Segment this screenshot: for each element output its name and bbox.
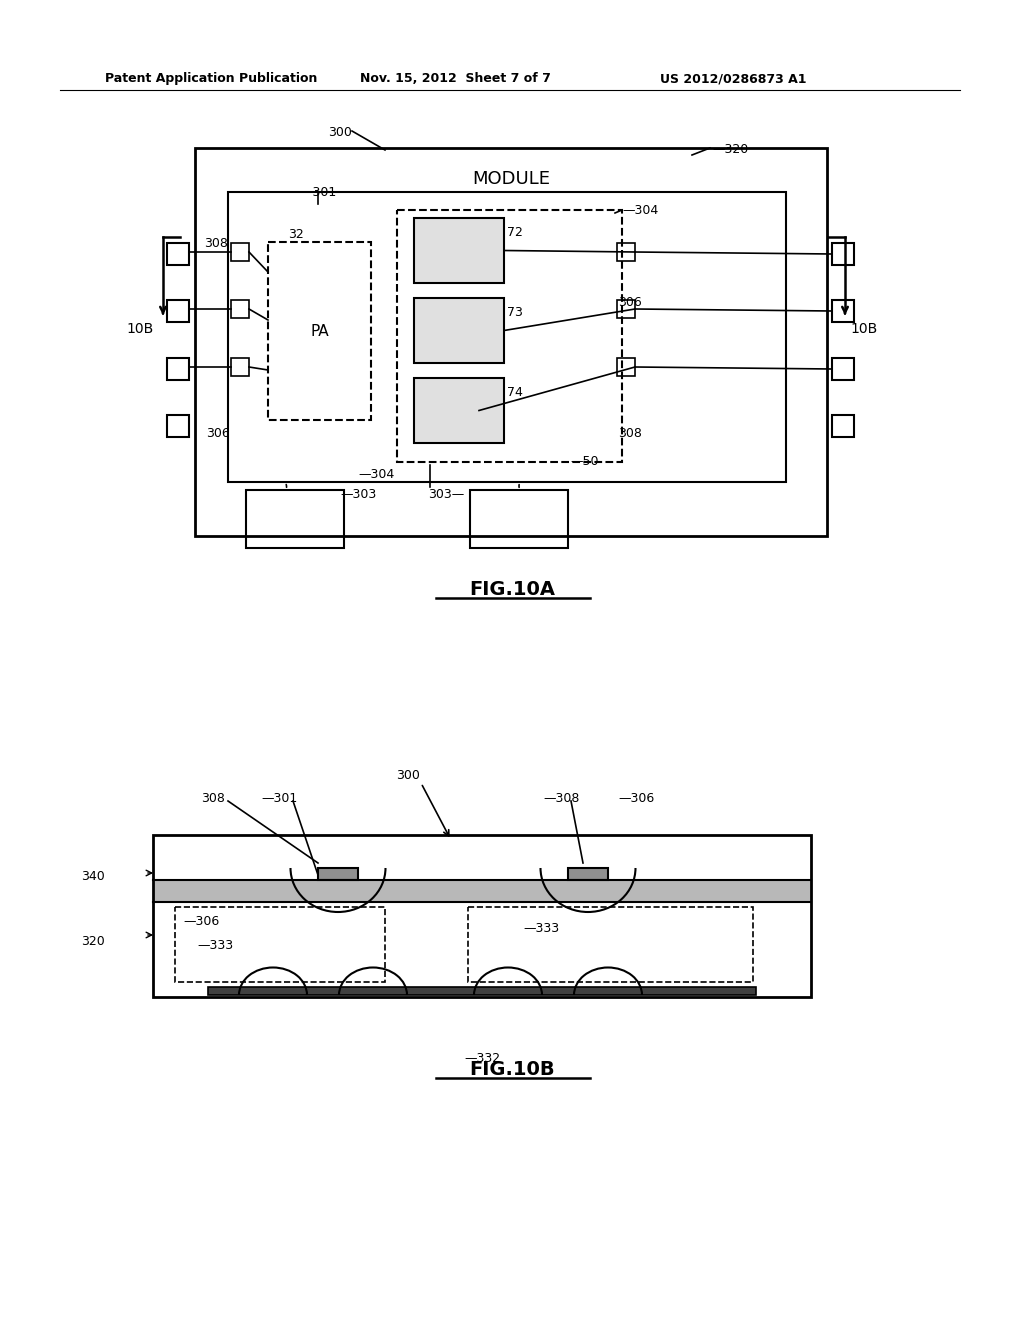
- Bar: [414, 218, 504, 282]
- Bar: [167, 243, 189, 265]
- Bar: [167, 358, 189, 380]
- Bar: [470, 490, 568, 548]
- Bar: [175, 907, 385, 982]
- Bar: [246, 490, 344, 548]
- Text: PA: PA: [310, 323, 329, 338]
- Text: 306: 306: [618, 296, 642, 309]
- Text: 308: 308: [204, 238, 228, 249]
- Bar: [414, 298, 504, 363]
- Bar: [617, 243, 635, 261]
- Text: 300: 300: [396, 770, 420, 781]
- Bar: [228, 191, 786, 482]
- Text: —301: —301: [261, 792, 297, 805]
- Text: 73: 73: [507, 306, 523, 319]
- Text: —306: —306: [618, 792, 654, 805]
- Text: —301: —301: [300, 186, 336, 199]
- Bar: [231, 243, 249, 261]
- Text: 72: 72: [507, 226, 523, 239]
- Text: 10B: 10B: [850, 322, 878, 337]
- Text: 306: 306: [206, 426, 229, 440]
- Bar: [468, 907, 753, 982]
- Bar: [831, 243, 854, 265]
- Text: FIG.10B: FIG.10B: [469, 1060, 555, 1078]
- Text: 308: 308: [201, 792, 225, 805]
- Text: 32: 32: [288, 228, 304, 242]
- Bar: [617, 358, 635, 376]
- Bar: [617, 300, 635, 318]
- Text: 10B: 10B: [126, 322, 154, 337]
- Text: 308: 308: [618, 426, 642, 440]
- Text: —306: —306: [183, 915, 219, 928]
- Text: 340: 340: [81, 870, 105, 883]
- Bar: [414, 378, 504, 444]
- Bar: [268, 242, 371, 420]
- Text: —333: —333: [523, 921, 559, 935]
- Text: 300: 300: [328, 125, 352, 139]
- Text: FIG.10A: FIG.10A: [469, 579, 555, 599]
- Bar: [153, 880, 811, 902]
- Bar: [167, 414, 189, 437]
- Bar: [208, 987, 756, 995]
- Bar: [831, 414, 854, 437]
- Text: 320: 320: [81, 935, 105, 948]
- Text: MODULE: MODULE: [472, 170, 550, 187]
- Bar: [153, 836, 811, 997]
- Text: 74: 74: [507, 385, 523, 399]
- Bar: [318, 869, 358, 880]
- Bar: [167, 300, 189, 322]
- Text: Nov. 15, 2012  Sheet 7 of 7: Nov. 15, 2012 Sheet 7 of 7: [360, 73, 551, 84]
- Text: —332: —332: [464, 1052, 500, 1065]
- Bar: [831, 300, 854, 322]
- Text: —333: —333: [197, 939, 233, 952]
- Text: —304: —304: [622, 205, 658, 216]
- Text: —303: —303: [340, 488, 376, 502]
- Bar: [231, 358, 249, 376]
- Bar: [831, 358, 854, 380]
- Text: —50: —50: [570, 455, 598, 469]
- Text: —304: —304: [358, 469, 394, 480]
- Bar: [568, 869, 608, 880]
- Bar: [195, 148, 827, 536]
- Text: —320: —320: [712, 143, 749, 156]
- Text: US 2012/0286873 A1: US 2012/0286873 A1: [660, 73, 807, 84]
- Bar: [397, 210, 622, 462]
- Bar: [231, 300, 249, 318]
- Text: 303—: 303—: [428, 488, 464, 502]
- Text: Patent Application Publication: Patent Application Publication: [105, 73, 317, 84]
- Text: —308: —308: [543, 792, 580, 805]
